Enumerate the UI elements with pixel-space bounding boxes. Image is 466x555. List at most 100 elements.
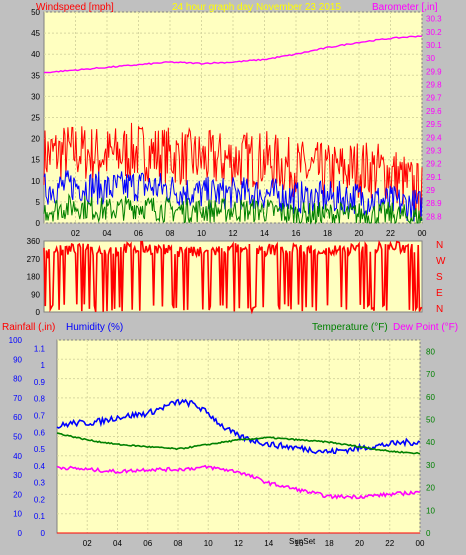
direction-axes: 0 90 180 270 360 (27, 237, 41, 317)
temp-x-tick-label: 04 (113, 539, 122, 548)
temp-x-tick-label: 22 (385, 539, 394, 548)
temperature-y-tick-label: 40 (426, 438, 435, 447)
wind-x-tick-label: 20 (355, 229, 364, 238)
wind-y-tick-label: 15 (31, 156, 40, 165)
baro-y-tick-label: 30.3 (426, 15, 442, 24)
dewpoint-series-line (56, 464, 420, 500)
wind-x-tick-label: 08 (166, 229, 175, 238)
temperature-y-tick-label: 60 (426, 393, 435, 402)
wind-x-tick-label: 18 (323, 229, 332, 238)
temp-hum-axes: 010203040506070809010000.10.20.30.40.50.… (9, 336, 436, 548)
direction-y-tick-label: 90 (31, 290, 40, 299)
direction-series (43, 239, 423, 315)
humidity-y-tick-label: 80 (13, 375, 22, 384)
rainfall-y-tick-label: 0.8 (34, 395, 46, 404)
baro-y-tick-label: 28.8 (426, 212, 442, 221)
rainfall-y-tick-label: 0.5 (34, 445, 46, 454)
temperature-y-tick-label: 70 (426, 370, 435, 379)
temperature-label: Temperature (°F) (312, 322, 388, 333)
baro-y-tick-label: 29 (426, 186, 435, 195)
wind-y-tick-label: 30 (31, 92, 40, 101)
rainfall-label: Rainfall (,in) (2, 322, 55, 333)
direction-y-tick-label: 180 (27, 273, 41, 282)
dir-letter-n-bottom: N (436, 304, 443, 315)
wind-y-tick-label: 25 (31, 114, 40, 123)
wind-x-tick-label: 12 (229, 229, 238, 238)
windspeed-label: Windspeed [mph] (36, 2, 114, 13)
temperature-series-line (56, 432, 421, 455)
baro-y-tick-label: 29.3 (426, 146, 442, 155)
baro-y-tick-label: 29.2 (426, 160, 442, 169)
baro-y-tick-label: 29.6 (426, 107, 442, 116)
temperature-y-tick-label: 10 (426, 506, 435, 515)
wind-baro-axes: 0 5 10 15 20 25 30 35 40 45 50 28.8 28.9 29 29.1 29.2 29… (31, 8, 442, 238)
baro-y-tick-label: 29.5 (426, 120, 442, 129)
baro-y-tick-label: 29.7 (426, 94, 442, 103)
rainfall-y-tick-label: 0.1 (34, 512, 46, 521)
humidity-y-tick-label: 50 (13, 433, 22, 442)
temperature-y-tick-label: 80 (426, 347, 435, 356)
temp-x-tick-label: 20 (355, 539, 364, 548)
wind-x-tick-label: 06 (134, 229, 143, 238)
humidity-y-tick-label: 40 (13, 452, 22, 461)
temperature-y-tick-label: 0 (426, 529, 431, 538)
baro-y-tick-label: 29.9 (426, 67, 442, 76)
direction-y-tick-label: 270 (27, 255, 41, 264)
rainfall-y-tick-label: 0.6 (34, 428, 46, 437)
dir-letter-e: E (436, 288, 443, 299)
rainfall-y-tick-label: 0.4 (34, 462, 46, 471)
wind-y-tick-label: 20 (31, 135, 40, 144)
humidity-y-tick-label: 20 (13, 490, 22, 499)
direction-series-line (43, 239, 423, 315)
temp-x-tick-label: 12 (234, 539, 243, 548)
barometer-series-line (43, 35, 423, 74)
baro-y-tick-label: 30.2 (426, 28, 442, 37)
wind-baro-series (43, 35, 423, 225)
wind-x-tick-label: 16 (292, 229, 301, 238)
dewpoint-label: Dew Point (°F) (393, 322, 458, 333)
humidity-label: Humidity (%) (66, 322, 123, 333)
temp-x-tick-label: 10 (204, 539, 213, 548)
wind-y-tick-label: 35 (31, 71, 40, 80)
temp-x-tick-label: 16 (295, 539, 304, 548)
humidity-y-tick-label: 90 (13, 355, 22, 364)
rainfall-y-tick-label: 0.2 (34, 495, 46, 504)
wind-y-tick-label: 5 (36, 198, 41, 207)
barometer-label: Barometer [,in] (372, 2, 438, 13)
wind-low-series-line (43, 193, 423, 225)
rainfall-y-tick-label: 0.3 (34, 479, 46, 488)
temp-x-tick-label: 08 (174, 539, 183, 548)
wind-x-tick-label: 00 (418, 229, 427, 238)
baro-y-tick-label: 29.8 (426, 81, 442, 90)
baro-y-tick-label: 29.1 (426, 173, 442, 182)
temperature-y-tick-label: 50 (426, 415, 435, 424)
baro-y-tick-label: 30 (426, 54, 435, 63)
humidity-y-tick-label: 0 (18, 529, 23, 538)
wind-y-tick-label: 0 (36, 219, 41, 228)
dir-letter-s: S (436, 272, 443, 283)
sunset-annotation: SunSet (289, 537, 316, 546)
temp-x-tick-label: 18 (325, 539, 334, 548)
chart-title: 24 hour graph day November 23 2015 (172, 2, 341, 13)
temp-x-tick-label: 14 (264, 539, 273, 548)
temp-x-tick-label: 02 (83, 539, 92, 548)
humidity-y-tick-label: 30 (13, 471, 22, 480)
rainfall-y-tick-label: 0.7 (34, 412, 46, 421)
wind-x-tick-label: 04 (103, 229, 112, 238)
rainfall-y-tick-label: 1.1 (34, 344, 46, 353)
wind-y-tick-label: 50 (31, 8, 40, 17)
direction-y-tick-label: 360 (27, 237, 41, 246)
humidity-y-tick-label: 100 (9, 336, 23, 345)
rainfall-y-tick-label: 0 (41, 529, 46, 538)
dir-letter-n-top: N (436, 240, 443, 251)
baro-y-tick-label: 29.4 (426, 133, 442, 142)
wind-x-tick-label: 02 (71, 229, 80, 238)
temp-x-tick-label: 06 (143, 539, 152, 548)
wind-gust-series-line (43, 122, 423, 219)
humidity-series-line (56, 398, 421, 455)
wind-x-tick-label: 14 (260, 229, 269, 238)
temperature-y-tick-label: 20 (426, 484, 435, 493)
dir-letter-w: W (436, 256, 446, 267)
